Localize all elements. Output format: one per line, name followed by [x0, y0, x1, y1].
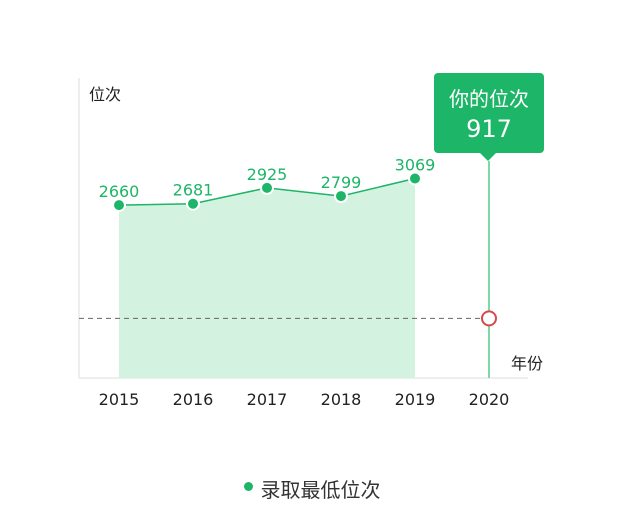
legend-series-label: 录取最低位次 [260, 478, 381, 502]
x-axis-title: 年份 [511, 354, 543, 373]
data-label-2016: 2681 [173, 181, 214, 200]
rank-callout-title: 你的位次 [449, 87, 529, 111]
rank-callout: 你的位次 917 [434, 73, 544, 161]
x-tick-2015: 2015 [99, 390, 140, 409]
x-tick-2018: 2018 [321, 390, 362, 409]
series-area [119, 178, 415, 378]
line-layer: 2660 2681 2925 2799 3069 [99, 156, 436, 213]
x-tick-2017: 2017 [247, 390, 288, 409]
area-layer [119, 178, 415, 378]
x-tick-2020: 2020 [469, 390, 510, 409]
x-tick-2019: 2019 [395, 390, 436, 409]
x-tick-2016: 2016 [173, 390, 214, 409]
rank-callout-value: 917 [466, 115, 512, 143]
legend[interactable]: 录取最低位次 [0, 474, 624, 503]
data-point-2018[interactable] [334, 189, 348, 204]
y-axis-title: 位次 [89, 85, 121, 104]
data-point-2019[interactable] [408, 171, 422, 186]
reference-layer [79, 161, 497, 378]
data-label-2019: 3069 [395, 156, 436, 175]
rank-callout-box [434, 73, 544, 153]
data-label-2018: 2799 [321, 173, 362, 192]
legend-series-dot [243, 482, 253, 491]
data-point-2017[interactable] [260, 180, 274, 195]
rank-callout-pointer [480, 153, 496, 161]
data-label-2017: 2925 [247, 165, 288, 184]
data-point-2016[interactable] [186, 196, 200, 211]
x-tick-labels: 2015 2016 2017 2018 2019 2020 [99, 390, 510, 409]
rank-marker-point[interactable] [481, 310, 497, 327]
data-point-2015[interactable] [112, 198, 126, 213]
data-label-2015: 2660 [99, 182, 140, 201]
